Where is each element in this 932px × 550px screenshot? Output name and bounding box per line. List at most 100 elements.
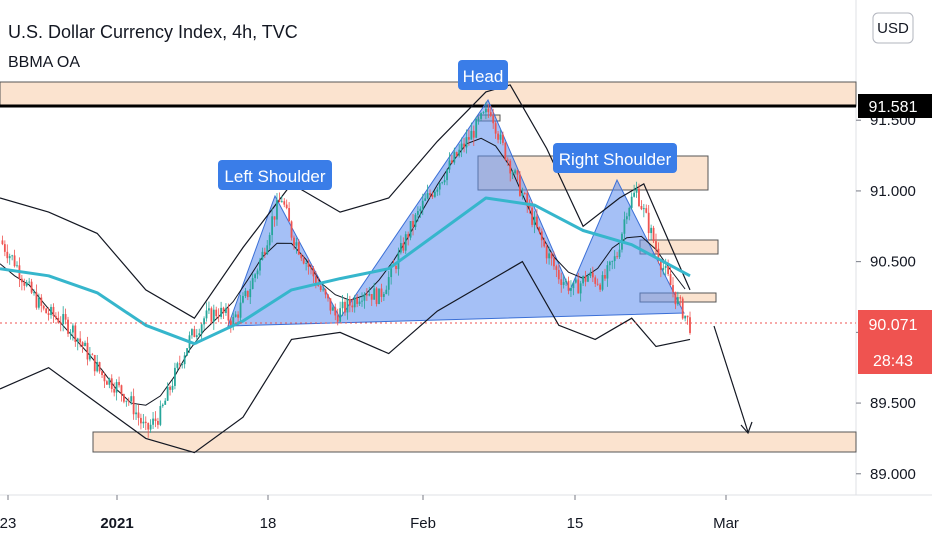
candle-body — [178, 363, 181, 365]
candle-body — [574, 279, 577, 283]
candle-body — [516, 170, 519, 175]
candle-body — [312, 268, 315, 277]
candle-body — [54, 315, 57, 318]
candle-body — [351, 305, 354, 308]
candle-body — [127, 400, 130, 402]
candle-body — [511, 173, 514, 175]
candle-body — [339, 308, 342, 322]
candle-body — [492, 115, 495, 124]
candle-body — [64, 314, 67, 320]
candle-body — [329, 298, 332, 311]
candle-body — [560, 279, 563, 285]
candle-body — [103, 374, 106, 382]
candle-body — [669, 274, 672, 286]
candle-body — [368, 294, 371, 296]
candle-body — [76, 338, 79, 342]
candle-body — [523, 193, 526, 194]
candle-body — [591, 272, 594, 278]
candle-body — [319, 285, 322, 290]
candle-body — [164, 400, 167, 405]
candle-body — [412, 221, 414, 228]
candle-body — [254, 274, 257, 279]
last-price-text: 90.071 — [869, 317, 918, 334]
candle-body — [297, 242, 300, 255]
candle-body — [33, 292, 35, 294]
projection-arrowhead — [740, 421, 753, 435]
chart-title: U.S. Dollar Currency Index, 4h, TVC — [8, 22, 298, 42]
candle-body — [365, 294, 368, 296]
candle-body — [132, 396, 135, 415]
candle-body — [251, 278, 254, 289]
candle-body — [183, 355, 186, 365]
candle-body — [387, 277, 390, 290]
candle-body — [431, 194, 434, 197]
candle-body — [115, 382, 118, 393]
candle-body — [538, 226, 541, 232]
candle-body — [302, 258, 305, 264]
candle-body — [293, 237, 295, 246]
candle-body — [327, 294, 329, 299]
candle-body — [373, 288, 376, 300]
candle-body — [567, 280, 570, 291]
candle-body — [307, 263, 310, 268]
currency-button[interactable]: USD — [872, 12, 914, 44]
candle-body — [370, 294, 373, 300]
candle-body — [485, 108, 487, 113]
projection-arrow-line — [713, 325, 749, 433]
candle-body — [509, 160, 512, 174]
candle-body — [314, 276, 317, 285]
candle-body — [540, 231, 543, 241]
candle-body — [436, 189, 439, 192]
candle-body — [604, 275, 606, 279]
candle-body — [385, 289, 388, 295]
candle-body — [25, 282, 28, 286]
candle-body — [336, 315, 339, 322]
candle-body — [310, 267, 312, 269]
candle-body — [618, 249, 621, 258]
candle-body — [446, 169, 448, 181]
candle-body — [584, 276, 587, 282]
candle-body — [225, 308, 227, 313]
candle-body — [193, 329, 196, 338]
candle-body — [266, 245, 269, 255]
candle-body — [256, 270, 259, 275]
time-axis[interactable]: 23 2021 18 Feb 15 Mar — [0, 495, 739, 532]
candle-body — [215, 309, 218, 317]
candle-body — [414, 214, 417, 228]
candle-body — [356, 297, 359, 304]
candle-body — [137, 412, 140, 418]
candle-body — [402, 243, 405, 251]
resistance-price-text: 91.581 — [869, 99, 918, 116]
candle-body — [283, 201, 286, 205]
candle-body — [667, 266, 670, 275]
candle-body — [441, 182, 444, 184]
candle-body — [35, 292, 38, 308]
candle-body — [174, 367, 176, 386]
candle-body — [395, 265, 397, 270]
candle-body — [448, 160, 451, 170]
candle-body — [497, 133, 499, 140]
candle-body — [572, 282, 575, 289]
candle-body — [582, 276, 584, 284]
candle-body — [468, 137, 470, 140]
candle-body — [208, 308, 210, 311]
candle-body — [142, 421, 145, 424]
candle-body — [234, 314, 237, 317]
candle-body — [79, 338, 82, 343]
candle-body — [227, 308, 230, 321]
candle-body — [276, 200, 278, 220]
candle-body — [438, 183, 441, 190]
candle-body — [684, 315, 687, 319]
candle-body — [217, 316, 220, 317]
candle-body — [429, 193, 431, 195]
price-tick-label: 91.000 — [870, 183, 916, 200]
candle-body — [681, 298, 684, 319]
candle-body — [135, 412, 137, 415]
candle-body — [125, 400, 128, 402]
candle-body — [273, 216, 276, 220]
candle-body — [261, 251, 264, 260]
candle-body — [433, 191, 436, 197]
candle-body — [47, 313, 50, 315]
candle-body — [608, 261, 611, 266]
